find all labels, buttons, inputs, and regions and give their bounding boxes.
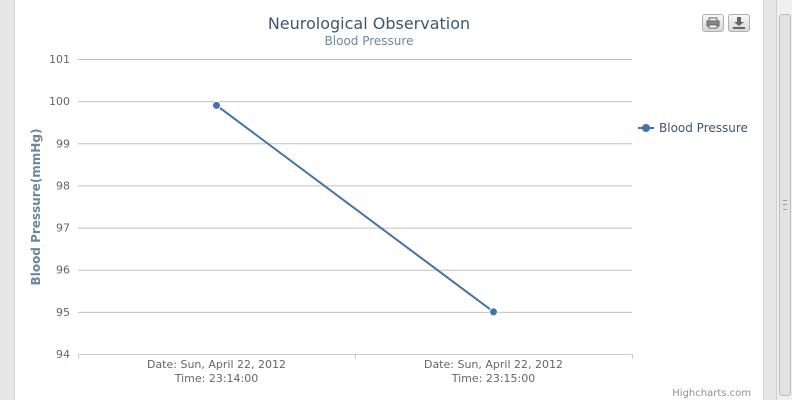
y-tick-label: 100: [49, 95, 70, 108]
y-tick-label: 101: [49, 53, 70, 66]
y-tick-label: 97: [56, 222, 70, 235]
y-tick-label: 98: [56, 179, 70, 192]
series-group: [212, 100, 498, 317]
chart-panel: [14, 0, 764, 400]
y-tick-label: 94: [56, 348, 70, 361]
x-tick-label: Date: Sun, April 22, 2012 Time: 23:14:00: [147, 358, 286, 385]
x-axis-labels: Date: Sun, April 22, 2012 Time: 23:14:00D…: [147, 358, 563, 385]
y-tick-label: 99: [56, 137, 70, 150]
x-tick-label-line: Time: 23:14:00: [174, 372, 259, 385]
data-point[interactable]: [489, 307, 498, 317]
y-tick-label: 95: [56, 306, 70, 319]
y-axis-title: Blood Pressure(mmHg): [29, 129, 43, 286]
scrollbar-grip-icon: [783, 200, 787, 210]
scrollbar-thumb[interactable]: [779, 14, 791, 396]
data-point[interactable]: [212, 100, 221, 110]
y-axis-ticks: 94 95 96 97 98 99 100 101: [49, 53, 70, 361]
legend-item-label[interactable]: Blood Pressure: [659, 121, 748, 135]
credits-link[interactable]: Highcharts.com: [672, 388, 751, 399]
x-tick-label-line: Date: Sun, April 22, 2012: [147, 358, 286, 371]
scrollbar[interactable]: [776, 0, 792, 400]
x-axis: [78, 354, 633, 359]
chart-subtitle: Blood Pressure: [325, 34, 414, 48]
x-tick-label-line: Time: 23:15:00: [451, 372, 536, 385]
download-icon: [733, 17, 745, 29]
grid-lines: [78, 59, 632, 355]
x-tick-label: Date: Sun, April 22, 2012 Time: 23:15:00: [424, 358, 563, 385]
legend[interactable]: Blood Pressure: [638, 121, 748, 135]
legend-symbol-marker: [642, 124, 650, 132]
export-button[interactable]: [728, 14, 750, 32]
print-button[interactable]: [702, 14, 724, 32]
chart-title: Neurological Observation: [268, 14, 470, 33]
x-tick-label-line: Date: Sun, April 22, 2012: [424, 358, 563, 371]
printer-icon: [706, 17, 720, 29]
series-line: [215, 104, 495, 313]
y-tick-label: 96: [56, 264, 70, 277]
